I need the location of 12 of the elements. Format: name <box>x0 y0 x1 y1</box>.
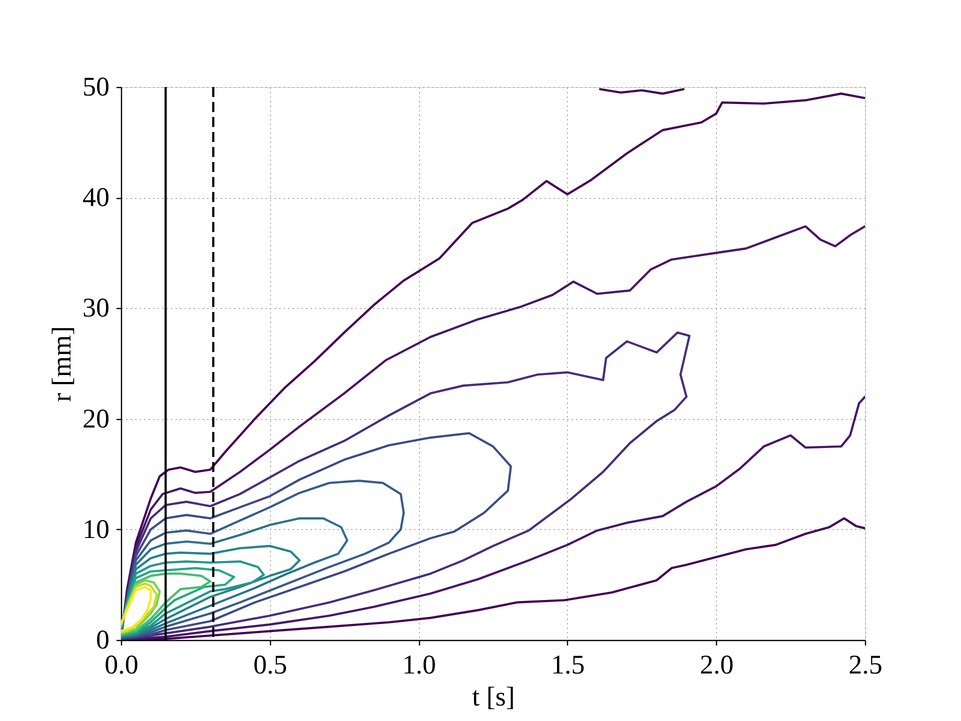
y-tick-label: 10 <box>82 514 110 544</box>
y-tick-label: 20 <box>82 403 110 434</box>
x-axis-title: t [s] <box>472 682 515 712</box>
x-tick-label: 2.0 <box>700 650 734 680</box>
x-tick-label: 1.0 <box>402 650 436 680</box>
y-tick-label: 40 <box>82 182 110 212</box>
x-tick-label: 2.5 <box>848 650 882 680</box>
x-tick-label: 0.5 <box>253 650 288 680</box>
y-tick-label: 30 <box>82 292 110 323</box>
y-tick-label: 50 <box>82 72 110 102</box>
y-axis-title: r [mm] <box>46 326 76 402</box>
x-tick-label: 1.5 <box>551 650 585 680</box>
